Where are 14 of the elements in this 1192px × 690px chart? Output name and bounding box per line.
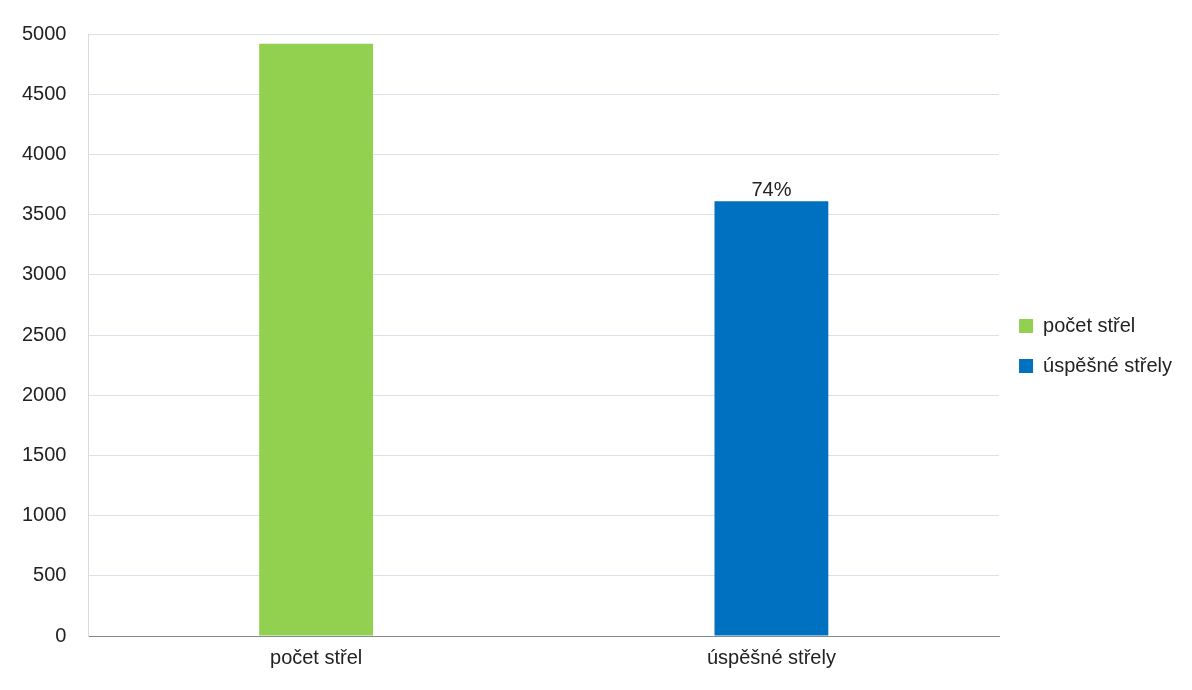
y-tick-label: 4500 [21, 81, 67, 104]
y-tick-label: 2000 [21, 382, 67, 405]
y-tick-label: 4000 [21, 141, 67, 164]
annotation: 74% [751, 177, 792, 200]
legend-label: počet střel [1043, 313, 1136, 336]
y-tick-label: 1500 [21, 442, 67, 465]
legend-label: úspěšné střely [1043, 353, 1173, 376]
y-tick-label: 500 [33, 563, 67, 586]
y-tick-label: 1000 [21, 503, 67, 526]
y-tick-label: 3500 [21, 202, 67, 225]
y-tick-label: 2500 [21, 322, 67, 345]
y-tick-label: 5000 [21, 21, 67, 44]
y-tick-label: 3000 [21, 262, 67, 285]
y-tick-label: 0 [55, 623, 67, 646]
